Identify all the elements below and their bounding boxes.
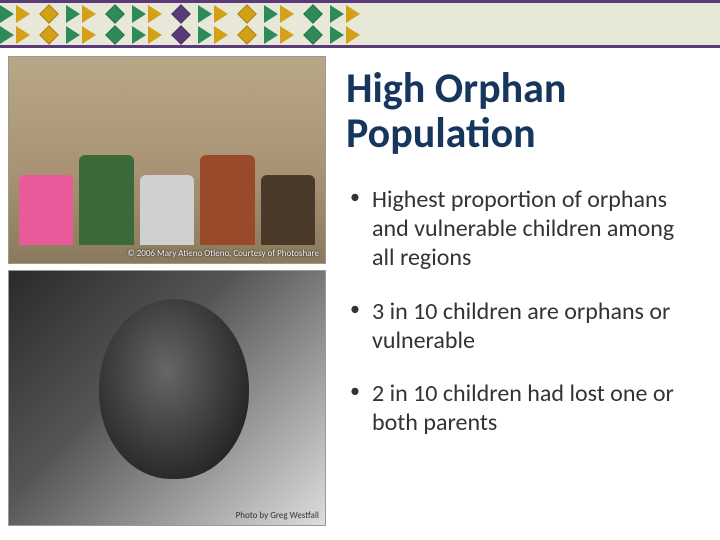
triangle-icon: [330, 5, 344, 23]
slide-body: © 2006 Mary Atieno Otieno, Courtesy of P…: [0, 48, 720, 540]
image-column: © 2006 Mary Atieno Otieno, Courtesy of P…: [0, 48, 330, 540]
triangle-icon: [346, 5, 360, 23]
triangle-icon: [0, 26, 14, 44]
triangle-icon: [66, 5, 80, 23]
bullet-list: Highest proportion of orphans and vulner…: [346, 185, 696, 438]
diamond-icon: [39, 4, 59, 24]
triangle-icon: [82, 26, 96, 44]
child-figure: [140, 175, 194, 245]
decorative-border: [0, 0, 720, 48]
triangle-icon: [148, 26, 162, 44]
triangle-icon: [346, 26, 360, 44]
triangle-icon: [330, 26, 344, 44]
bullet-item: Highest proportion of orphans and vulner…: [346, 185, 696, 273]
child-figure: [261, 175, 315, 245]
child-figure: [79, 155, 133, 245]
triangle-icon: [280, 5, 294, 23]
bullet-item: 3 in 10 children are orphans or vulnerab…: [346, 297, 696, 356]
triangle-icon: [16, 26, 30, 44]
diamond-icon: [105, 25, 125, 45]
triangle-icon: [148, 5, 162, 23]
triangle-icon: [132, 26, 146, 44]
diamond-icon: [237, 4, 257, 24]
slide-title: High Orphan Population: [346, 66, 696, 157]
child-figure: [200, 155, 254, 245]
diamond-icon: [303, 25, 323, 45]
diamond-icon: [237, 25, 257, 45]
triangle-icon: [214, 26, 228, 44]
photo-child-portrait: Photo by Greg Westfall: [8, 270, 326, 526]
photo-credit-bottom: Photo by Greg Westfall: [236, 510, 319, 521]
triangle-icon: [264, 5, 278, 23]
diamond-icon: [303, 4, 323, 24]
triangle-icon: [66, 26, 80, 44]
triangle-icon: [214, 5, 228, 23]
triangle-icon: [82, 5, 96, 23]
triangle-icon: [0, 5, 14, 23]
diamond-icon: [105, 4, 125, 24]
triangle-icon: [132, 5, 146, 23]
child-figure: [19, 175, 73, 245]
triangle-icon: [280, 26, 294, 44]
triangle-icon: [198, 26, 212, 44]
triangle-icon: [264, 26, 278, 44]
diamond-icon: [171, 25, 191, 45]
diamond-icon: [171, 4, 191, 24]
text-column: High Orphan Population Highest proportio…: [330, 48, 720, 540]
bullet-item: 2 in 10 children had lost one or both pa…: [346, 379, 696, 438]
triangle-icon: [198, 5, 212, 23]
diamond-icon: [39, 25, 59, 45]
photo-credit-top: © 2006 Mary Atieno Otieno, Courtesy of P…: [127, 248, 319, 259]
photo-children-group: © 2006 Mary Atieno Otieno, Courtesy of P…: [8, 56, 326, 264]
triangle-icon: [16, 5, 30, 23]
